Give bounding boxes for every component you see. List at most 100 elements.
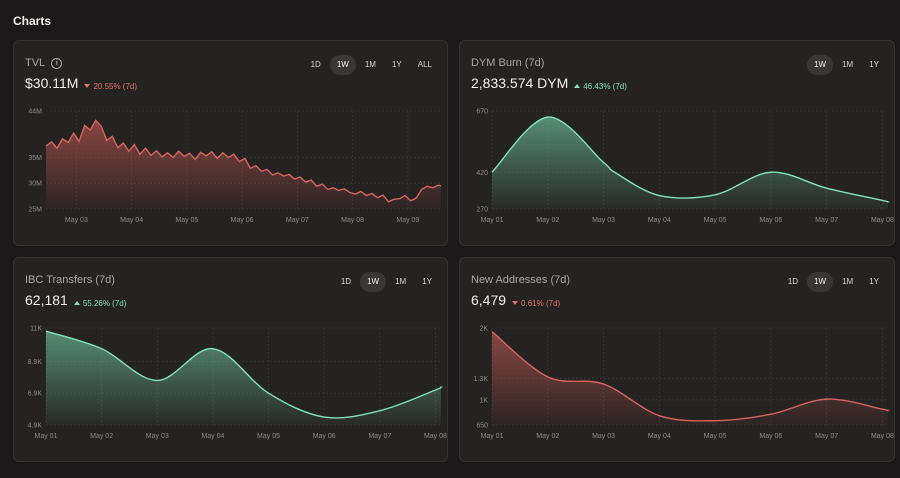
x-tick-label: May 03 [146, 433, 169, 440]
tab-1y[interactable]: 1Y [869, 60, 879, 69]
tab-1m[interactable]: 1M [395, 277, 407, 286]
change-badge: 46.43% (7d) [574, 82, 627, 91]
series-line [45, 119, 442, 203]
y-tick-label: 1.3K [474, 376, 489, 383]
tab-1w[interactable]: 1W [807, 55, 834, 75]
down-arrow-icon [84, 84, 91, 88]
tab-1y[interactable]: 1Y [869, 277, 879, 286]
tab-1d[interactable]: 1D [340, 277, 352, 286]
dym-burn-value: 2,833.574 DYM [471, 75, 569, 91]
x-tick-label: May 08 [424, 433, 447, 440]
x-tick-label: May 08 [871, 217, 894, 224]
x-tick-label: May 02 [536, 217, 559, 224]
value-row: 6,479 0.61% (7d) [471, 292, 560, 308]
y-tick-label: 2K [479, 326, 488, 333]
x-tick-label: May 07 [815, 433, 838, 440]
x-tick-label: May 01 [481, 433, 504, 440]
value-row: 62,181 55.26% (7d) [25, 292, 126, 308]
card-title-text: New Addresses (7d) [471, 274, 571, 286]
x-tick-label: May 03 [592, 433, 615, 440]
y-tick-label: 25M [28, 207, 42, 214]
card-title: New Addresses (7d) [471, 274, 570, 286]
tab-1d[interactable]: 1D [310, 60, 321, 69]
y-tick-label: 8.9K [28, 359, 43, 366]
card-title: IBC Transfers (7d) [25, 274, 115, 286]
y-tick-label: 11K [30, 326, 42, 333]
tvl-chart: 25M 30M 35M 44M May 03 May 04 May 05 May 06 May … [28, 109, 442, 224]
tab-all[interactable]: ALL [417, 60, 432, 69]
series-area [46, 331, 442, 425]
series-line [45, 330, 443, 419]
series-area [492, 331, 889, 425]
tab-1m[interactable]: 1M [364, 60, 376, 69]
ibc-transfers-chart: 4.9K 6.9K 8.9K 11K May 01 May 02 May 03 May 04 M… [28, 326, 447, 441]
series-line [491, 116, 890, 203]
card-title: DYM Burn (7d) [471, 57, 544, 69]
x-tick-label: May 05 [704, 433, 727, 440]
x-tick-label: May 08 [871, 433, 894, 440]
section-title: Charts [13, 14, 52, 28]
value-row: 2,833.574 DYM 46.43% (7d) [471, 75, 627, 91]
new-addresses-chart: 650 1K 1.3K 2K May 01 May 02 May 03 May 04 May 0… [474, 326, 894, 441]
tvl-value: $30.11M [25, 75, 79, 91]
y-tick-label: 650 [476, 423, 488, 430]
x-tick-label: May 03 [65, 217, 88, 224]
x-tick-label: May 06 [313, 433, 336, 440]
ibc-transfers-card: IBC Transfers (7d) 62,181 55.26% (7d) 1D… [13, 257, 448, 462]
tvl-card: TVL i $30.11M 20.55% (7d) 1D 1W 1M 1Y ALL 25… [13, 40, 448, 246]
y-tick-label: 6.9K [28, 391, 43, 398]
timeframe-tabs: 1D 1W 1M 1Y [781, 272, 886, 292]
x-tick-label: May 03 [592, 217, 615, 224]
y-tick-label: 420 [476, 170, 488, 177]
y-tick-label: 1K [479, 397, 488, 404]
x-tick-label: May 02 [90, 433, 113, 440]
tab-1m[interactable]: 1M [842, 60, 854, 69]
x-tick-label: May 06 [759, 217, 782, 224]
y-tick-label: 4.9K [28, 423, 43, 430]
series-area [492, 117, 889, 209]
tab-1y[interactable]: 1Y [422, 277, 432, 286]
change-badge: 20.55% (7d) [84, 82, 137, 91]
x-tick-label: May 07 [368, 433, 391, 440]
tab-1m[interactable]: 1M [842, 277, 854, 286]
y-tick-label: 44M [28, 109, 42, 116]
change-text: 0.61% (7d) [521, 298, 561, 308]
x-tick-label: May 07 [286, 217, 309, 224]
up-arrow-icon [574, 84, 581, 88]
x-tick-label: May 01 [481, 217, 504, 224]
y-tick-label: 35M [28, 155, 42, 162]
x-tick-label: May 04 [201, 433, 224, 440]
x-tick-label: May 05 [704, 217, 727, 224]
new-addresses-value: 6,479 [471, 292, 507, 308]
tab-1d[interactable]: 1D [787, 277, 799, 286]
change-text: 46.43% (7d) [583, 81, 627, 91]
change-text: 55.26% (7d) [82, 298, 127, 308]
info-icon[interactable]: i [51, 57, 63, 69]
y-tick-label: 270 [476, 207, 488, 214]
dym-burn-card: DYM Burn (7d) 2,833.574 DYM 46.43% (7d) … [459, 40, 895, 246]
timeframe-tabs: 1D 1W 1M 1Y [334, 272, 439, 292]
card-title-text: DYM Burn (7d) [471, 57, 545, 69]
x-tick-label: May 08 [341, 217, 364, 224]
x-tick-label: May 05 [175, 217, 198, 224]
y-tick-label: 30M [28, 181, 42, 188]
ibc-transfers-value: 62,181 [25, 292, 68, 308]
x-tick-label: May 04 [648, 433, 671, 440]
x-tick-label: May 06 [759, 433, 782, 440]
tab-1w[interactable]: 1W [329, 55, 356, 75]
card-title: TVL i [25, 57, 63, 69]
tab-1w[interactable]: 1W [360, 272, 387, 292]
down-arrow-icon [512, 301, 519, 305]
tab-1w[interactable]: 1W [807, 272, 834, 292]
tab-1y[interactable]: 1Y [391, 60, 402, 69]
x-tick-label: May 07 [815, 217, 838, 224]
timeframe-tabs: 1W 1M 1Y [807, 55, 886, 75]
x-tick-label: May 04 [648, 217, 671, 224]
x-tick-label: May 01 [35, 433, 58, 440]
change-badge: 0.61% (7d) [512, 299, 560, 308]
x-tick-label: May 06 [231, 217, 254, 224]
change-text: 20.55% (7d) [93, 81, 138, 91]
new-addresses-card: New Addresses (7d) 6,479 0.61% (7d) 1D 1W… [459, 257, 895, 462]
x-tick-label: May 09 [396, 217, 419, 224]
dym-burn-chart: 270 420 670 May 01 May 02 May 03 May 04 May 05 M… [476, 109, 894, 225]
